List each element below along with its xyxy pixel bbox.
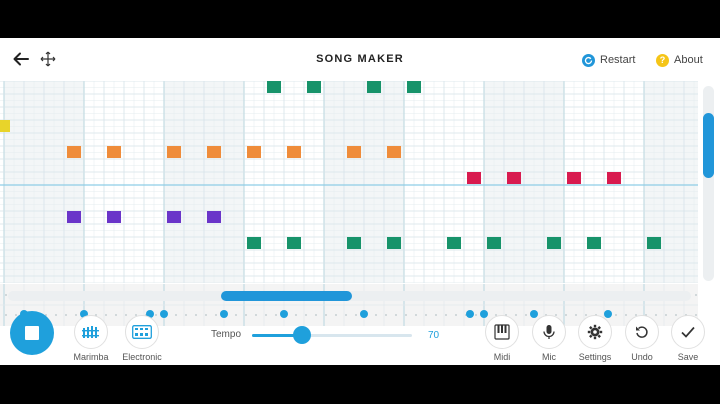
note-block[interactable] [587,237,601,249]
note-block[interactable] [447,237,461,249]
note-block[interactable] [0,120,10,132]
instrument-label: Marimba [73,352,109,362]
note-block[interactable] [267,81,281,93]
app-title: SONG MAKER [316,53,404,65]
piano-keys-icon [485,315,519,349]
marimba-icon [74,315,108,349]
midi-button[interactable]: Midi [472,315,532,362]
note-block[interactable] [67,211,81,223]
about-label: About [674,54,703,66]
note-block[interactable] [487,237,501,249]
percussion-dot[interactable] [530,310,538,318]
mic-label: Mic [542,352,556,362]
undo-label: Undo [631,352,653,362]
percussion-label: Electronic [122,352,162,362]
note-block[interactable] [67,146,81,158]
about-button[interactable]: ? About [656,52,703,68]
arrow-left-icon[interactable] [11,49,31,69]
percussion-dot[interactable] [604,310,612,318]
vertical-scrollbar-thumb[interactable] [703,113,714,178]
settings-label: Settings [578,352,612,362]
tempo-slider-handle[interactable] [292,326,311,344]
gear-icon [578,315,612,349]
note-block[interactable] [467,172,481,184]
note-block[interactable] [387,146,401,158]
instrument-button[interactable]: Marimba [61,315,121,362]
undo-button[interactable]: Undo [612,315,672,362]
note-block[interactable] [367,81,381,93]
percussion-dot[interactable] [360,310,368,318]
note-block[interactable] [567,172,581,184]
midi-label: Midi [493,352,511,362]
song-maker-app: SONG MAKER Restart ? About Marimba [0,38,720,365]
note-block[interactable] [547,237,561,249]
note-block[interactable] [207,146,221,158]
mic-button[interactable]: Mic [519,315,579,362]
save-label: Save [677,352,699,362]
tempo-slider-fill [252,334,302,337]
note-block[interactable] [507,172,521,184]
microphone-icon [532,315,566,349]
note-block[interactable] [247,146,261,158]
note-block[interactable] [207,211,221,223]
tempo-value: 70 [428,330,440,341]
percussion-dot[interactable] [480,310,488,318]
percussion-button[interactable]: Electronic [112,315,172,362]
note-block[interactable] [407,81,421,93]
checkmark-icon [671,315,705,349]
note-block[interactable] [347,146,361,158]
horizontal-scrollbar-thumb[interactable] [221,291,352,301]
note-block[interactable] [607,172,621,184]
move-arrows-icon[interactable] [38,49,58,69]
note-block[interactable] [107,146,121,158]
melody-grid-canvas[interactable] [0,81,698,283]
tempo-slider-track[interactable] [252,334,412,337]
note-block[interactable] [167,146,181,158]
note-block[interactable] [287,237,301,249]
note-block[interactable] [287,146,301,158]
save-button[interactable]: Save [658,315,718,362]
question-circle-icon: ? [656,53,669,67]
note-block[interactable] [647,237,661,249]
note-block[interactable] [347,237,361,249]
restart-circle-icon [582,53,595,67]
tempo-label: Tempo [211,329,242,340]
header-bar: SONG MAKER Restart ? About [0,38,720,80]
note-block[interactable] [307,81,321,93]
note-block[interactable] [167,211,181,223]
note-block[interactable] [247,237,261,249]
drum-machine-icon [125,315,159,349]
vertical-scrollbar-track[interactable] [703,86,714,281]
melody-grid[interactable] [0,81,698,283]
percussion-dot[interactable] [280,310,288,318]
note-block[interactable] [107,211,121,223]
restart-button[interactable]: Restart [582,52,635,68]
percussion-dot[interactable] [160,310,168,318]
stop-icon [25,326,39,340]
percussion-dot[interactable] [466,310,474,318]
play-stop-button[interactable] [10,311,54,355]
undo-icon [625,315,659,349]
percussion-dot[interactable] [220,310,228,318]
restart-label: Restart [600,54,636,66]
note-block[interactable] [387,237,401,249]
settings-button[interactable]: Settings [565,315,625,362]
